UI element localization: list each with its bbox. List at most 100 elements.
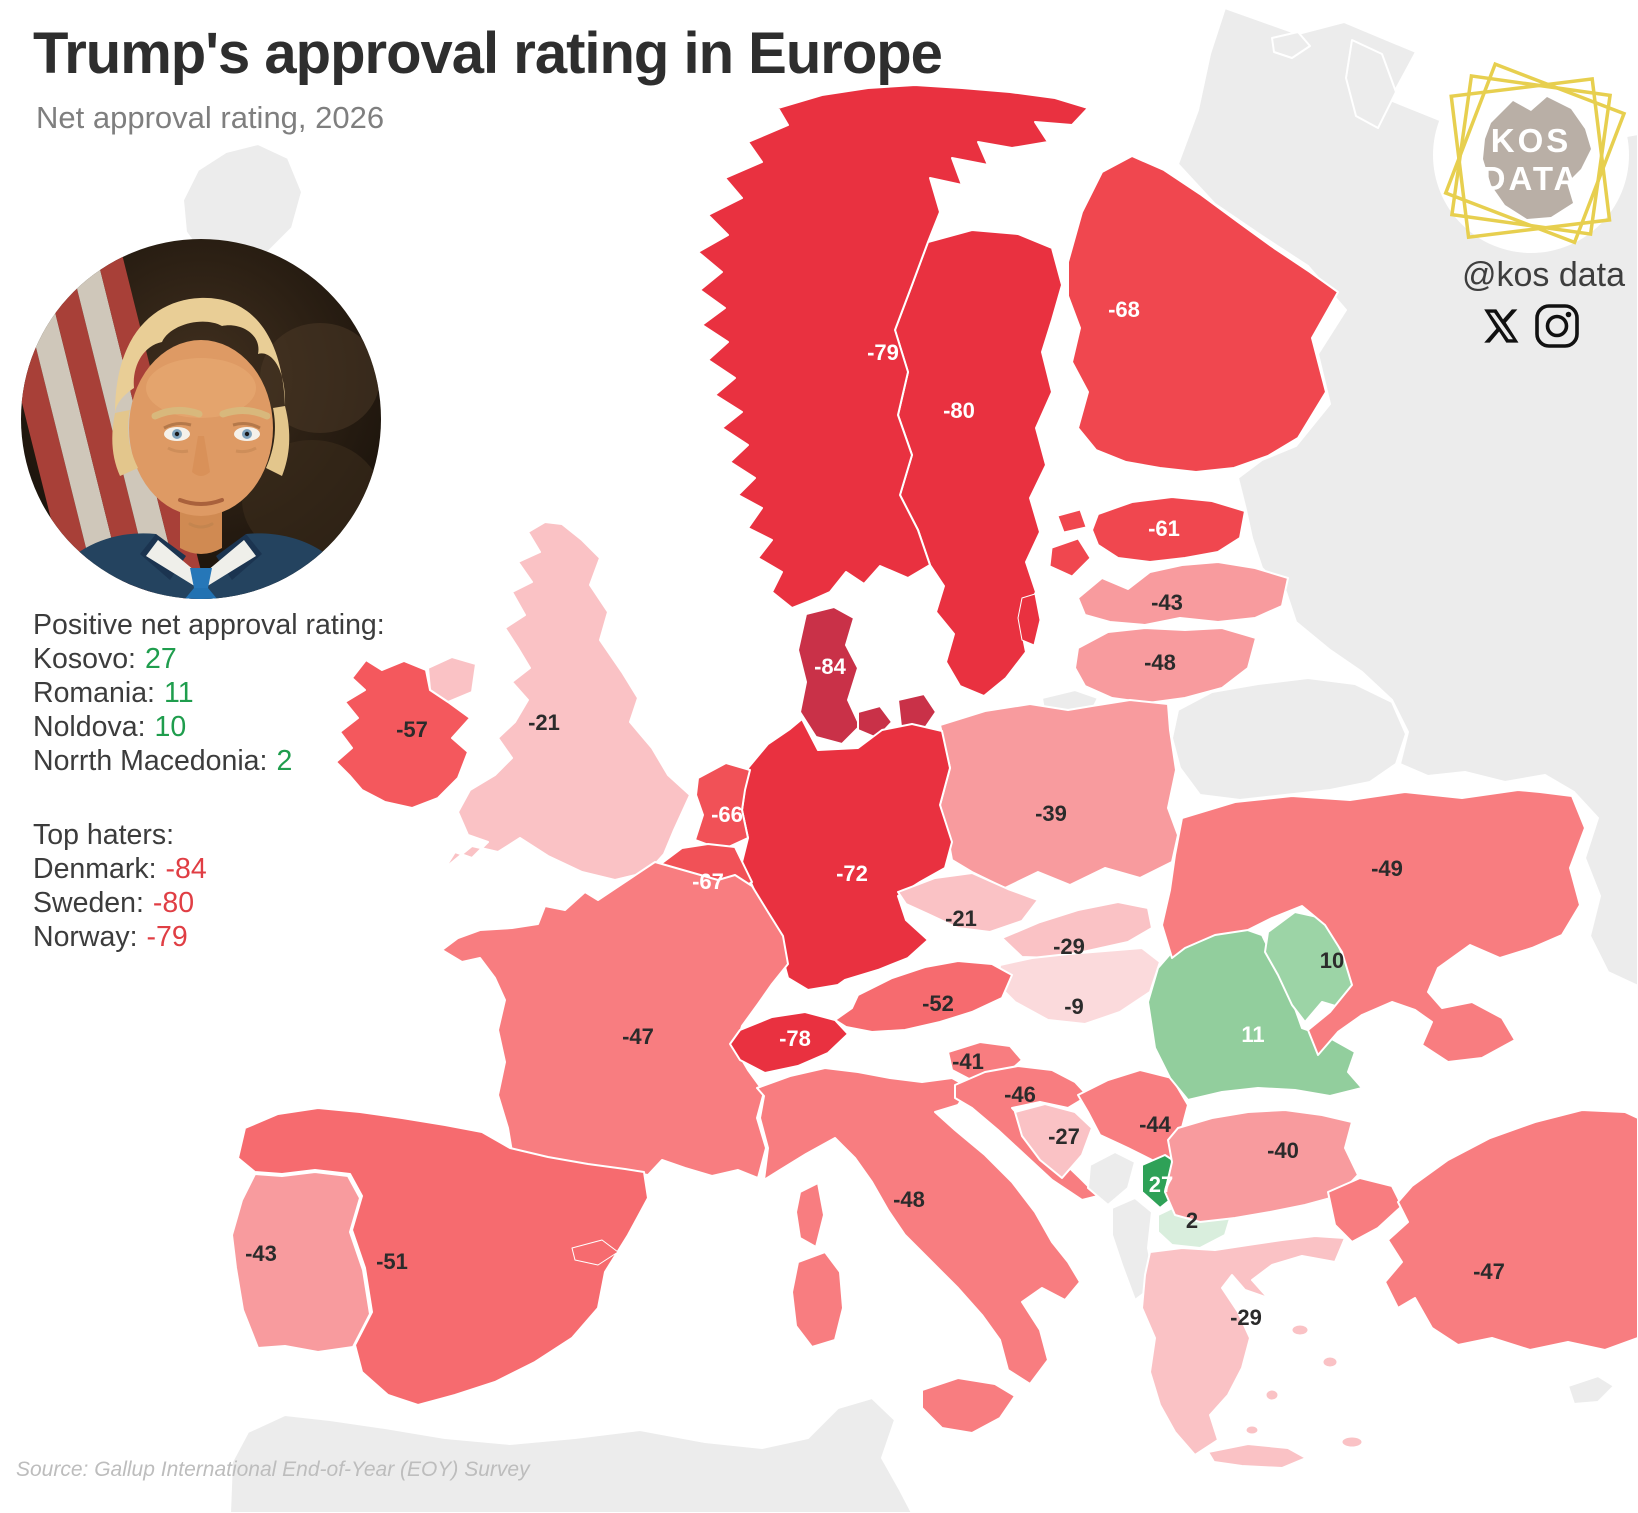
country-spain — [237, 1107, 649, 1406]
island-sardinia — [791, 1251, 844, 1348]
value-label-germany: -72 — [836, 861, 868, 886]
social-handle: @kos data — [1461, 256, 1625, 294]
country-finland — [1067, 155, 1339, 473]
value-label-czechia: -21 — [945, 906, 977, 931]
value-label-ireland: -57 — [396, 717, 428, 742]
island-aegean-3 — [1265, 1389, 1279, 1401]
value-label-switzerland: -78 — [779, 1026, 811, 1051]
page-subtitle: Net approval rating, 2026 — [36, 100, 385, 135]
island-sicily — [921, 1377, 1016, 1434]
island-aegean-5 — [1245, 1425, 1259, 1435]
trump-photo — [21, 239, 381, 599]
island-aegean-1 — [1291, 1324, 1309, 1336]
value-label-norway: -79 — [867, 340, 899, 365]
logo-text-kos: KOS — [1491, 122, 1572, 159]
positive-line-romania: Romania: 11 — [33, 677, 194, 709]
x-twitter-icon[interactable] — [1482, 306, 1524, 346]
value-label-hungary: -9 — [1064, 994, 1084, 1019]
country-estonia — [1091, 496, 1246, 563]
logo-yellow-frames — [1443, 61, 1627, 245]
positive-ratings-block: Positive net approval rating: Kosovo: 27 … — [33, 608, 385, 778]
instagram-icon[interactable] — [1534, 303, 1580, 349]
value-label-bosnia: -27 — [1048, 1124, 1080, 1149]
country-france — [441, 861, 789, 1179]
haters-header: Top haters: — [33, 819, 174, 851]
value-label-kosovo: 27 — [1149, 1172, 1173, 1197]
value-label-italy: -48 — [893, 1187, 925, 1212]
value-label-moldova: 10 — [1320, 948, 1344, 973]
page-title: Trump's approval rating in Europe — [33, 21, 943, 86]
source-attribution: Source: Gallup International End-of-Year… — [16, 1458, 530, 1481]
country-denmark-zealand — [897, 693, 937, 732]
value-label-turkey: -47 — [1473, 1259, 1505, 1284]
value-label-slovakia: -29 — [1053, 934, 1085, 959]
island-aegean-4 — [1341, 1436, 1363, 1448]
value-label-ukraine: -49 — [1371, 856, 1403, 881]
island-saaremaa — [1049, 538, 1091, 577]
country-portugal — [231, 1171, 371, 1353]
value-label-croatia: -46 — [1004, 1082, 1036, 1107]
country-bosnia — [1014, 1103, 1093, 1179]
logo-text-data: DATA — [1482, 160, 1581, 197]
value-label-denmark: -84 — [814, 654, 847, 679]
country-lithuania — [1074, 627, 1257, 704]
value-label-poland: -39 — [1035, 801, 1067, 826]
region-cyprus — [1567, 1375, 1615, 1405]
region-montenegro — [1087, 1151, 1136, 1206]
value-label-finland: -68 — [1108, 297, 1140, 322]
country-poland — [939, 699, 1179, 889]
country-greece — [1141, 1235, 1346, 1456]
island-balearics — [571, 1239, 619, 1266]
haters-line-denmark: Denmark: -84 — [33, 853, 207, 885]
region-arctic-island-3 — [1271, 31, 1311, 59]
country-bulgaria — [1164, 1109, 1359, 1223]
value-label-sweden: -80 — [943, 398, 975, 423]
top-haters-block: Top haters: Denmark: -84 Sweden: -80 Norwa… — [33, 818, 207, 954]
island-crete — [1207, 1443, 1307, 1469]
value-label-france: -47 — [622, 1024, 654, 1049]
island-hiiumaa — [1057, 509, 1087, 533]
region-belarus — [1171, 677, 1407, 801]
value-label-netherlands: -66 — [711, 802, 743, 827]
country-turkey — [1384, 1109, 1638, 1351]
positive-line-moldova: Noldova: 10 — [33, 711, 187, 743]
trump-figure — [40, 297, 362, 599]
country-latvia — [1077, 561, 1289, 626]
positive-header: Positive net approval rating: — [33, 609, 385, 641]
kos-data-logo: KOS DATA — [1433, 57, 1629, 253]
value-label-portugal: -43 — [245, 1241, 277, 1266]
value-label-bulgaria: -40 — [1267, 1138, 1299, 1163]
region-north-africa — [229, 1397, 913, 1513]
value-label-belgium: -67 — [692, 869, 724, 894]
country-switzerland — [729, 1011, 849, 1074]
island-aegean-2 — [1322, 1356, 1338, 1368]
value-label-austria: -52 — [922, 991, 954, 1016]
island-gotland — [1017, 593, 1041, 646]
photo-backdrop-shape — [260, 323, 380, 433]
value-label-estonia: -61 — [1148, 516, 1180, 541]
value-label-serbia: -44 — [1139, 1112, 1172, 1137]
value-label-spain: -51 — [376, 1249, 408, 1274]
country-ukraine — [1161, 789, 1586, 1063]
country-united-kingdom — [444, 521, 691, 881]
region-arctic-island-1 — [1345, 39, 1397, 129]
haters-line-sweden: Sweden: -80 — [33, 887, 195, 919]
country-ireland — [335, 659, 471, 809]
value-label-latvia: -43 — [1151, 590, 1183, 615]
country-norway — [697, 84, 1089, 609]
value-label-romania: 11 — [1241, 1022, 1264, 1047]
logo-kosovo-shape — [1483, 97, 1591, 219]
haters-line-norway: Norway: -79 — [33, 921, 188, 953]
country-turkey-thrace — [1327, 1177, 1403, 1243]
island-corsica — [795, 1182, 825, 1248]
positive-line-kosovo: Kosovo: 27 — [33, 643, 177, 675]
positive-line-north-macedonia: Norrth Macedonia: 2 — [33, 745, 293, 777]
value-label-greece: -29 — [1230, 1305, 1262, 1330]
country-netherlands — [694, 762, 751, 851]
value-label-slovenia: -41 — [952, 1049, 984, 1074]
value-label-lithuania: -48 — [1144, 650, 1176, 675]
country-austria — [834, 960, 1013, 1033]
value-label-uk: -21 — [528, 710, 560, 735]
